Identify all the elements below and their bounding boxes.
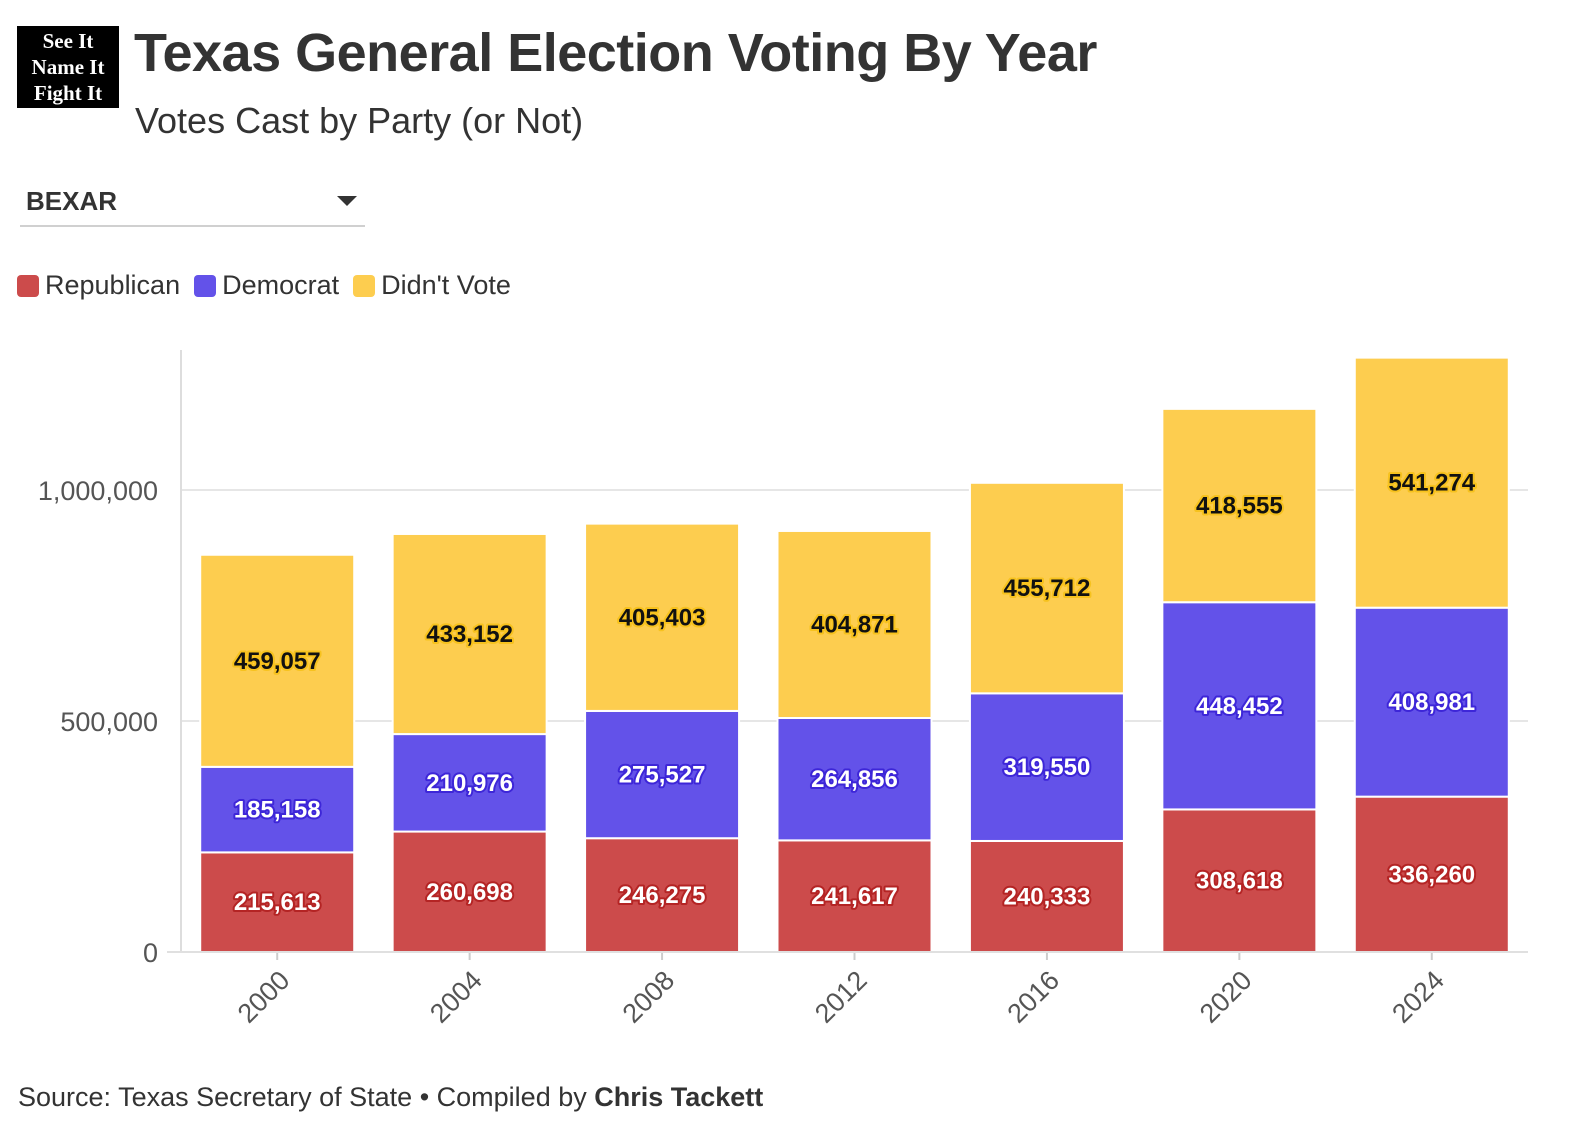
data-label: 433,152 <box>426 621 513 648</box>
x-tick-label: 2012 <box>809 965 873 1029</box>
data-label: 405,403 <box>619 604 706 631</box>
source-note: Source: Texas Secretary of State • Compi… <box>18 1082 763 1113</box>
chart-subtitle: Votes Cast by Party (or Not) <box>135 100 584 141</box>
county-dropdown[interactable]: BEXAR <box>20 178 365 227</box>
legend-swatch <box>194 274 217 297</box>
x-tick-label: 2000 <box>232 965 296 1029</box>
x-tick-label: 2016 <box>1001 965 1065 1029</box>
data-label: 459,057 <box>234 648 321 675</box>
data-label: 260,698 <box>426 879 513 906</box>
bar-segment <box>1161 601 1318 811</box>
legend-swatch <box>17 274 39 297</box>
bar-segment <box>1353 356 1510 609</box>
data-label: 336,260 <box>1388 861 1475 888</box>
data-label: 319,550 <box>1004 754 1091 781</box>
y-tick-label: 1,000,000 <box>38 476 158 506</box>
logo-line: Name It <box>31 55 105 79</box>
data-label: 241,617 <box>811 883 898 910</box>
bar-segment <box>584 522 741 712</box>
logo: See It Name It Fight It <box>17 26 119 108</box>
bar-segment <box>776 839 933 954</box>
bar-segment <box>199 851 356 953</box>
data-label: 408,981 <box>1388 689 1475 716</box>
bar-segment <box>391 733 548 833</box>
logo-line: Fight It <box>33 81 103 105</box>
y-tick-label: 500,000 <box>60 707 158 737</box>
county-dropdown-value: BEXAR <box>26 186 118 216</box>
data-label: 308,618 <box>1196 868 1283 895</box>
legend-item-didnt-vote: Didn't Vote <box>353 270 511 301</box>
data-label: 264,856 <box>811 766 898 793</box>
x-tick-label: 2020 <box>1194 965 1258 1029</box>
data-label: 418,555 <box>1196 493 1283 520</box>
legend-swatch <box>353 274 376 297</box>
bar-segment <box>1353 795 1510 954</box>
chevron-down-icon <box>337 196 357 206</box>
data-label: 210,976 <box>426 770 513 797</box>
bar-segment <box>776 529 933 720</box>
stacked-bar-chart: 0 500,000 1,000,000 215,613 185,158 459,057 20… <box>38 350 1528 1029</box>
chart-title: Texas General Election Voting By Year <box>134 23 1097 83</box>
legend-label: Didn't Vote <box>381 270 511 300</box>
data-label: 240,333 <box>1004 883 1091 910</box>
source-text: Source: Texas Secretary of State • Compi… <box>18 1082 595 1112</box>
bar-segment <box>968 839 1125 953</box>
y-tick-label: 0 <box>143 938 158 968</box>
legend-label: Republican <box>45 270 181 300</box>
bar-segment <box>968 692 1125 842</box>
data-label: 185,158 <box>234 797 321 824</box>
data-label: 448,452 <box>1196 693 1283 720</box>
logo-line: See It <box>42 29 94 53</box>
legend: Republican Democrat Didn't Vote <box>17 270 525 301</box>
author-name: Chris Tackett <box>594 1082 764 1112</box>
bar-segment <box>391 830 548 953</box>
bar-segment <box>968 481 1125 695</box>
data-label: 246,275 <box>619 882 706 909</box>
legend-label: Democrat <box>222 270 340 300</box>
x-tick-label: 2004 <box>424 965 488 1029</box>
data-label: 215,613 <box>234 889 321 916</box>
bar-segment <box>199 553 356 768</box>
x-tick-label: 2008 <box>617 965 681 1029</box>
legend-item-democrat: Democrat <box>194 270 339 301</box>
bar-segment <box>776 717 933 842</box>
data-label: 275,527 <box>619 762 706 789</box>
bar-segment <box>1353 606 1510 798</box>
bar-segment <box>391 532 548 736</box>
x-tick-label: 2024 <box>1386 965 1450 1029</box>
data-label: 404,871 <box>811 611 898 638</box>
bar-segment <box>1161 407 1318 604</box>
data-label: 541,274 <box>1388 470 1475 497</box>
legend-item-republican: Republican <box>17 270 180 301</box>
bar-segment <box>584 709 741 840</box>
data-label: 455,712 <box>1004 575 1091 602</box>
bar-segment <box>584 837 741 953</box>
